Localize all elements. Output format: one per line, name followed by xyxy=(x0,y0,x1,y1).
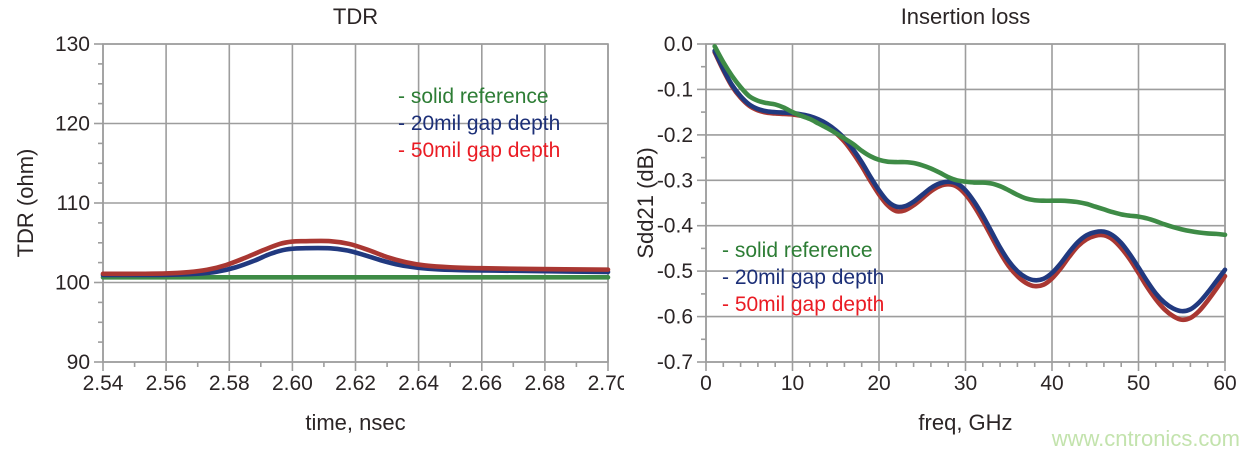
x-tick-label: 50 xyxy=(1127,372,1150,395)
legend-item-solid-reference: - solid reference xyxy=(722,239,873,262)
legend-item-solid-reference: - solid reference xyxy=(398,85,549,108)
x-tick-label: 30 xyxy=(954,372,977,395)
watermark-text: www.cntronics.com xyxy=(1051,426,1240,451)
y-tick-label: -0.4 xyxy=(657,215,694,238)
x-tick-label: 2.56 xyxy=(146,372,187,395)
x-tick-label: 10 xyxy=(781,372,804,395)
x-tick-label: 2.60 xyxy=(272,372,313,395)
legend-item-50mil-gap-depth: - 50mil gap depth xyxy=(398,139,561,162)
y-tick-label: 100 xyxy=(55,272,90,295)
insertion-loss-plot-svg: 0 10 20 30 40 50 60 -0.7 -0.6 -0.5 -0.4 -0.3 -0.2 -0.… xyxy=(657,33,1237,395)
series-gap50-line xyxy=(100,238,611,277)
insertion-loss-legend: - solid reference - 20mil gap depth - 50… xyxy=(722,237,884,318)
y-tick-label: -0.1 xyxy=(657,78,693,101)
tdr-x-axis-label: time, nsec xyxy=(305,410,406,435)
y-tick-label: -0.7 xyxy=(657,351,693,374)
x-tick-label: 2.62 xyxy=(335,372,376,395)
series-gap20-line xyxy=(100,245,611,278)
y-tick-label: -0.2 xyxy=(657,124,693,147)
tdr-plot-svg: 2.54 2.56 2.58 2.60 2.62 2.64 2.66 2.68 2.70 90 10… xyxy=(55,33,624,395)
insertion-loss-x-axis-label: freq, GHz xyxy=(918,410,1013,435)
legend-item-20mil-gap-depth: - 20mil gap depth xyxy=(722,266,885,289)
x-tick-label: 40 xyxy=(1040,372,1063,395)
plot-frame xyxy=(102,43,609,363)
series-solid_reference-line xyxy=(712,43,1228,238)
tdr-y-axis-label: TDR (ohm) xyxy=(13,148,38,258)
insertion-loss-chart-title: Insertion loss xyxy=(900,4,1031,29)
x-tick-label: 2.68 xyxy=(524,372,565,395)
y-tick-label: -0.3 xyxy=(657,169,693,192)
x-tick-label: 2.58 xyxy=(209,372,250,395)
y-tick-label: 130 xyxy=(55,33,90,56)
y-tick-label: -0.5 xyxy=(657,260,693,283)
x-tick-label: 20 xyxy=(867,372,890,395)
tdr-chart-title: TDR xyxy=(332,4,379,29)
y-tick-label: -0.6 xyxy=(657,306,693,329)
legend-item-20mil-gap-depth: - 20mil gap depth xyxy=(398,112,561,135)
x-tick-label: 60 xyxy=(1213,372,1236,395)
x-tick-label: 0 xyxy=(700,372,712,395)
plot-frame xyxy=(705,43,1226,363)
y-tick-label: 90 xyxy=(67,351,90,374)
y-tick-label: 110 xyxy=(57,192,90,215)
x-tick-label: 2.70 xyxy=(588,372,624,395)
insertion-loss-y-axis-label: Sdd21 (dB) xyxy=(633,147,658,259)
x-tick-label: 2.64 xyxy=(398,372,439,395)
tdr-legend: - solid reference - 20mil gap depth - 50… xyxy=(398,83,560,164)
y-tick-label: 0.0 xyxy=(664,33,693,56)
legend-item-50mil-gap-depth: - 50mil gap depth xyxy=(722,293,885,316)
x-tick-label: 2.66 xyxy=(461,372,502,395)
y-tick-label: 120 xyxy=(55,113,90,136)
x-tick-label: 2.54 xyxy=(83,372,124,395)
